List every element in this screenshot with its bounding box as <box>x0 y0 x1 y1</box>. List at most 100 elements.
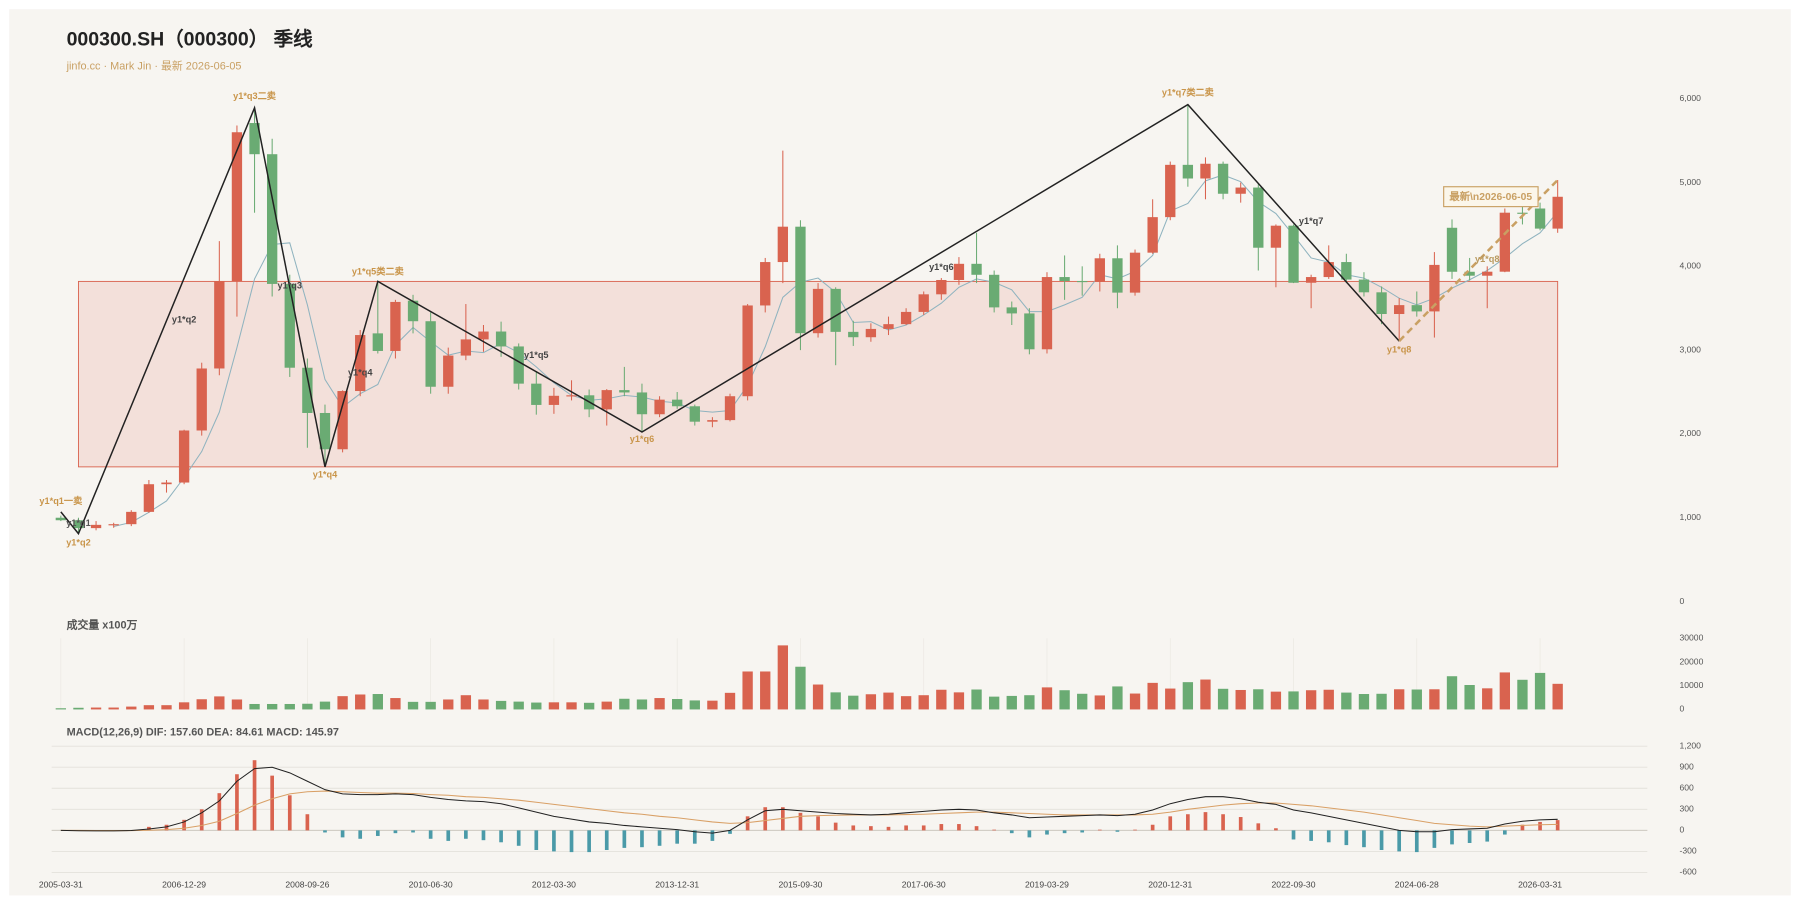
candle-body <box>460 339 472 356</box>
volume-bar <box>495 700 507 710</box>
volume-bar <box>284 703 295 710</box>
candle-body <box>1429 264 1440 312</box>
volume-bar <box>601 701 612 710</box>
volume-bar <box>531 702 542 710</box>
candle-body <box>1059 277 1070 281</box>
macd-bar <box>851 825 856 831</box>
macd-bar <box>1168 816 1173 831</box>
volume-bar <box>1077 693 1088 710</box>
macd-bar <box>552 830 556 852</box>
volume-bar <box>1341 692 1352 710</box>
volume-bar <box>319 701 331 710</box>
volume-bar <box>724 692 736 710</box>
candle-body <box>1270 225 1282 248</box>
candle-body <box>1112 258 1123 293</box>
candle-body <box>760 262 771 306</box>
candle-body <box>1482 271 1493 276</box>
volume-bar <box>1358 694 1370 710</box>
macd-bar <box>675 830 680 844</box>
macd-bar <box>1150 824 1155 831</box>
annotation: y1*q8 <box>1475 254 1499 264</box>
volume-bar <box>1411 689 1422 710</box>
candle-body <box>1006 307 1017 314</box>
volume-bar <box>143 705 155 710</box>
candle-body <box>1077 280 1088 283</box>
annotation: y1*q2 <box>172 315 196 325</box>
candle-body <box>1235 187 1246 194</box>
x-tick-label: 2017-06-30 <box>902 879 946 889</box>
latest-label: 最新\n2026-06-05 <box>1449 190 1532 203</box>
candle-body <box>689 406 700 422</box>
candle-body <box>443 355 454 387</box>
x-tick-label: 2013-12-31 <box>655 879 699 889</box>
volume-bar <box>1482 688 1493 710</box>
candle-body <box>1376 292 1387 315</box>
macd-bar <box>464 830 468 839</box>
macd-bar <box>1009 830 1014 834</box>
macd-bar <box>692 830 697 844</box>
y-tick-label: 600 <box>1679 783 1694 793</box>
volume-bar <box>1235 689 1246 710</box>
annotation: y1*q1一卖 <box>39 495 82 506</box>
volume-bar <box>1094 695 1105 710</box>
annotation: y1*q4 <box>348 368 373 378</box>
volume-bar <box>936 689 947 710</box>
macd-bar <box>1097 829 1102 831</box>
volume-bar <box>266 703 278 710</box>
annotation: y1*q4 <box>313 470 338 480</box>
candle-body <box>266 154 278 284</box>
y-tick-label: 0 <box>1679 704 1684 714</box>
candle-body <box>936 279 947 295</box>
candle-body <box>724 396 736 421</box>
volume-bar <box>988 696 1000 710</box>
dif-line <box>60 766 1558 834</box>
volume-bar <box>548 702 560 710</box>
macd-bar <box>411 830 415 833</box>
volume-bar <box>689 700 700 710</box>
macd-bar <box>745 816 750 831</box>
candle-body <box>1217 163 1229 194</box>
volume-bar <box>407 701 419 710</box>
candle-body <box>865 328 877 338</box>
macd-bar <box>164 824 169 831</box>
y-tick-label: 5,000 <box>1679 177 1701 187</box>
candle-body <box>302 367 313 413</box>
bi-line <box>60 103 1400 536</box>
volume-bar <box>1041 687 1053 710</box>
macd-bar <box>816 816 820 831</box>
x-tick-label: 2008-09-26 <box>285 879 329 889</box>
macd-bar <box>587 830 591 853</box>
volume-bar <box>848 695 859 710</box>
x-tick-label: 2022-09-30 <box>1272 879 1316 889</box>
macd-bar <box>657 830 662 846</box>
volume-bar <box>900 696 912 710</box>
macd-bar <box>1274 828 1278 831</box>
candle-body <box>883 324 894 329</box>
volume-bar <box>918 695 929 710</box>
candle-body <box>1517 212 1528 214</box>
macd-bar <box>1045 830 1049 835</box>
macd-bar <box>1186 814 1190 831</box>
macd-bar <box>1414 830 1419 853</box>
macd-bar <box>1344 830 1349 846</box>
macd-bar <box>393 830 398 834</box>
macd-bar <box>957 824 961 831</box>
volume-bar <box>1305 690 1317 710</box>
candle-body <box>1305 277 1317 283</box>
candle-body <box>1041 277 1053 350</box>
candle-body <box>231 132 243 282</box>
macd-bar <box>534 830 539 850</box>
candle-body <box>214 281 225 369</box>
macd-bar <box>287 795 292 831</box>
candle-body <box>1288 225 1299 283</box>
candle-body <box>178 430 190 483</box>
annotation: y1*q6 <box>929 262 953 272</box>
x-tick-label: 2019-03-29 <box>1025 879 1069 889</box>
volume-bar <box>1323 689 1334 710</box>
candle-body <box>1499 212 1511 272</box>
chart-subtitle: jinfo.cc · Mark Jin · 最新 2026-06-05 <box>66 58 242 72</box>
volume-bar <box>619 698 630 710</box>
volume-bar <box>372 694 383 710</box>
candle-body <box>707 420 718 422</box>
volume-bar <box>231 699 243 710</box>
